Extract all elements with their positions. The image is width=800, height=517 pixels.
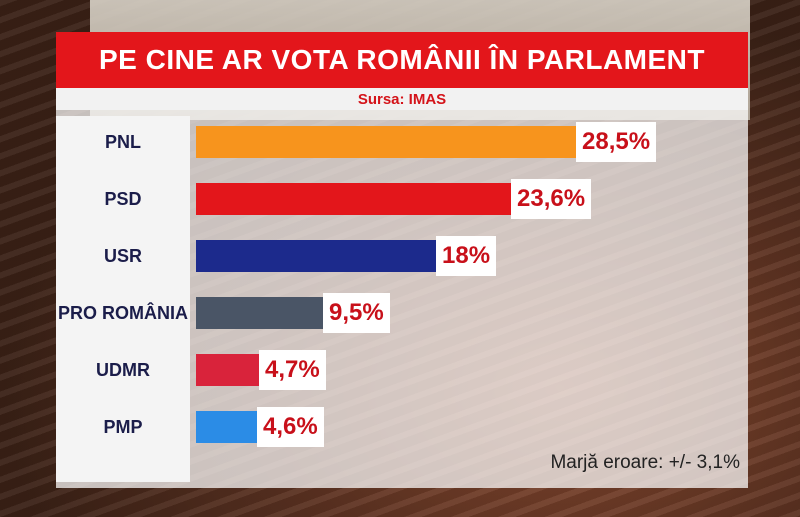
category-label: UDMR — [96, 359, 150, 380]
bar — [196, 411, 257, 443]
value-label: 4,7% — [265, 356, 320, 383]
bar — [196, 354, 259, 386]
bar-row: PMP 4,6% — [56, 407, 748, 447]
value-label: 23,6% — [517, 185, 586, 212]
chart-title: PE CINE AR VOTA ROMÂNII ÎN PARLAMENT — [99, 44, 705, 75]
chart-source: Sursa: IMAS — [357, 90, 447, 108]
value-label-box: 4,6% — [257, 407, 324, 447]
source-bar: Sursa: IMAS — [56, 88, 748, 110]
bar-row: UDMR 4,7% — [56, 350, 748, 390]
category-label: PSD — [104, 188, 142, 209]
bar — [196, 126, 576, 158]
value-label-box: 4,7% — [259, 350, 326, 390]
bar — [196, 240, 436, 272]
value-label: 4,6% — [263, 413, 318, 440]
bar-row: PNL 28,5% — [56, 122, 748, 162]
value-label-box: 18% — [436, 236, 497, 276]
value-label-box: 28,5% — [576, 122, 657, 162]
margin-of-error-note: Marjă eroare: +/- 3,1% — [550, 452, 740, 473]
category-label: PRO ROMÂNIA — [58, 302, 188, 323]
value-label: 28,5% — [582, 128, 651, 155]
value-label: 18% — [442, 242, 491, 269]
bar — [196, 297, 323, 329]
bar-row: PRO ROMÂNIA 9,5% — [56, 293, 748, 333]
bar-row: USR 18% — [56, 236, 748, 276]
category-label: USR — [103, 245, 142, 266]
title-bar: PE CINE AR VOTA ROMÂNII ÎN PARLAMENT — [56, 32, 748, 88]
bar-row: PSD 23,6% — [56, 179, 748, 219]
category-label: PMP — [103, 416, 143, 437]
value-label: 9,5% — [329, 299, 384, 326]
bar — [196, 183, 511, 215]
category-label: PNL — [105, 131, 141, 152]
value-label-box: 9,5% — [323, 293, 390, 333]
category-labels-column — [56, 116, 190, 482]
value-label-box: 23,6% — [511, 179, 592, 219]
